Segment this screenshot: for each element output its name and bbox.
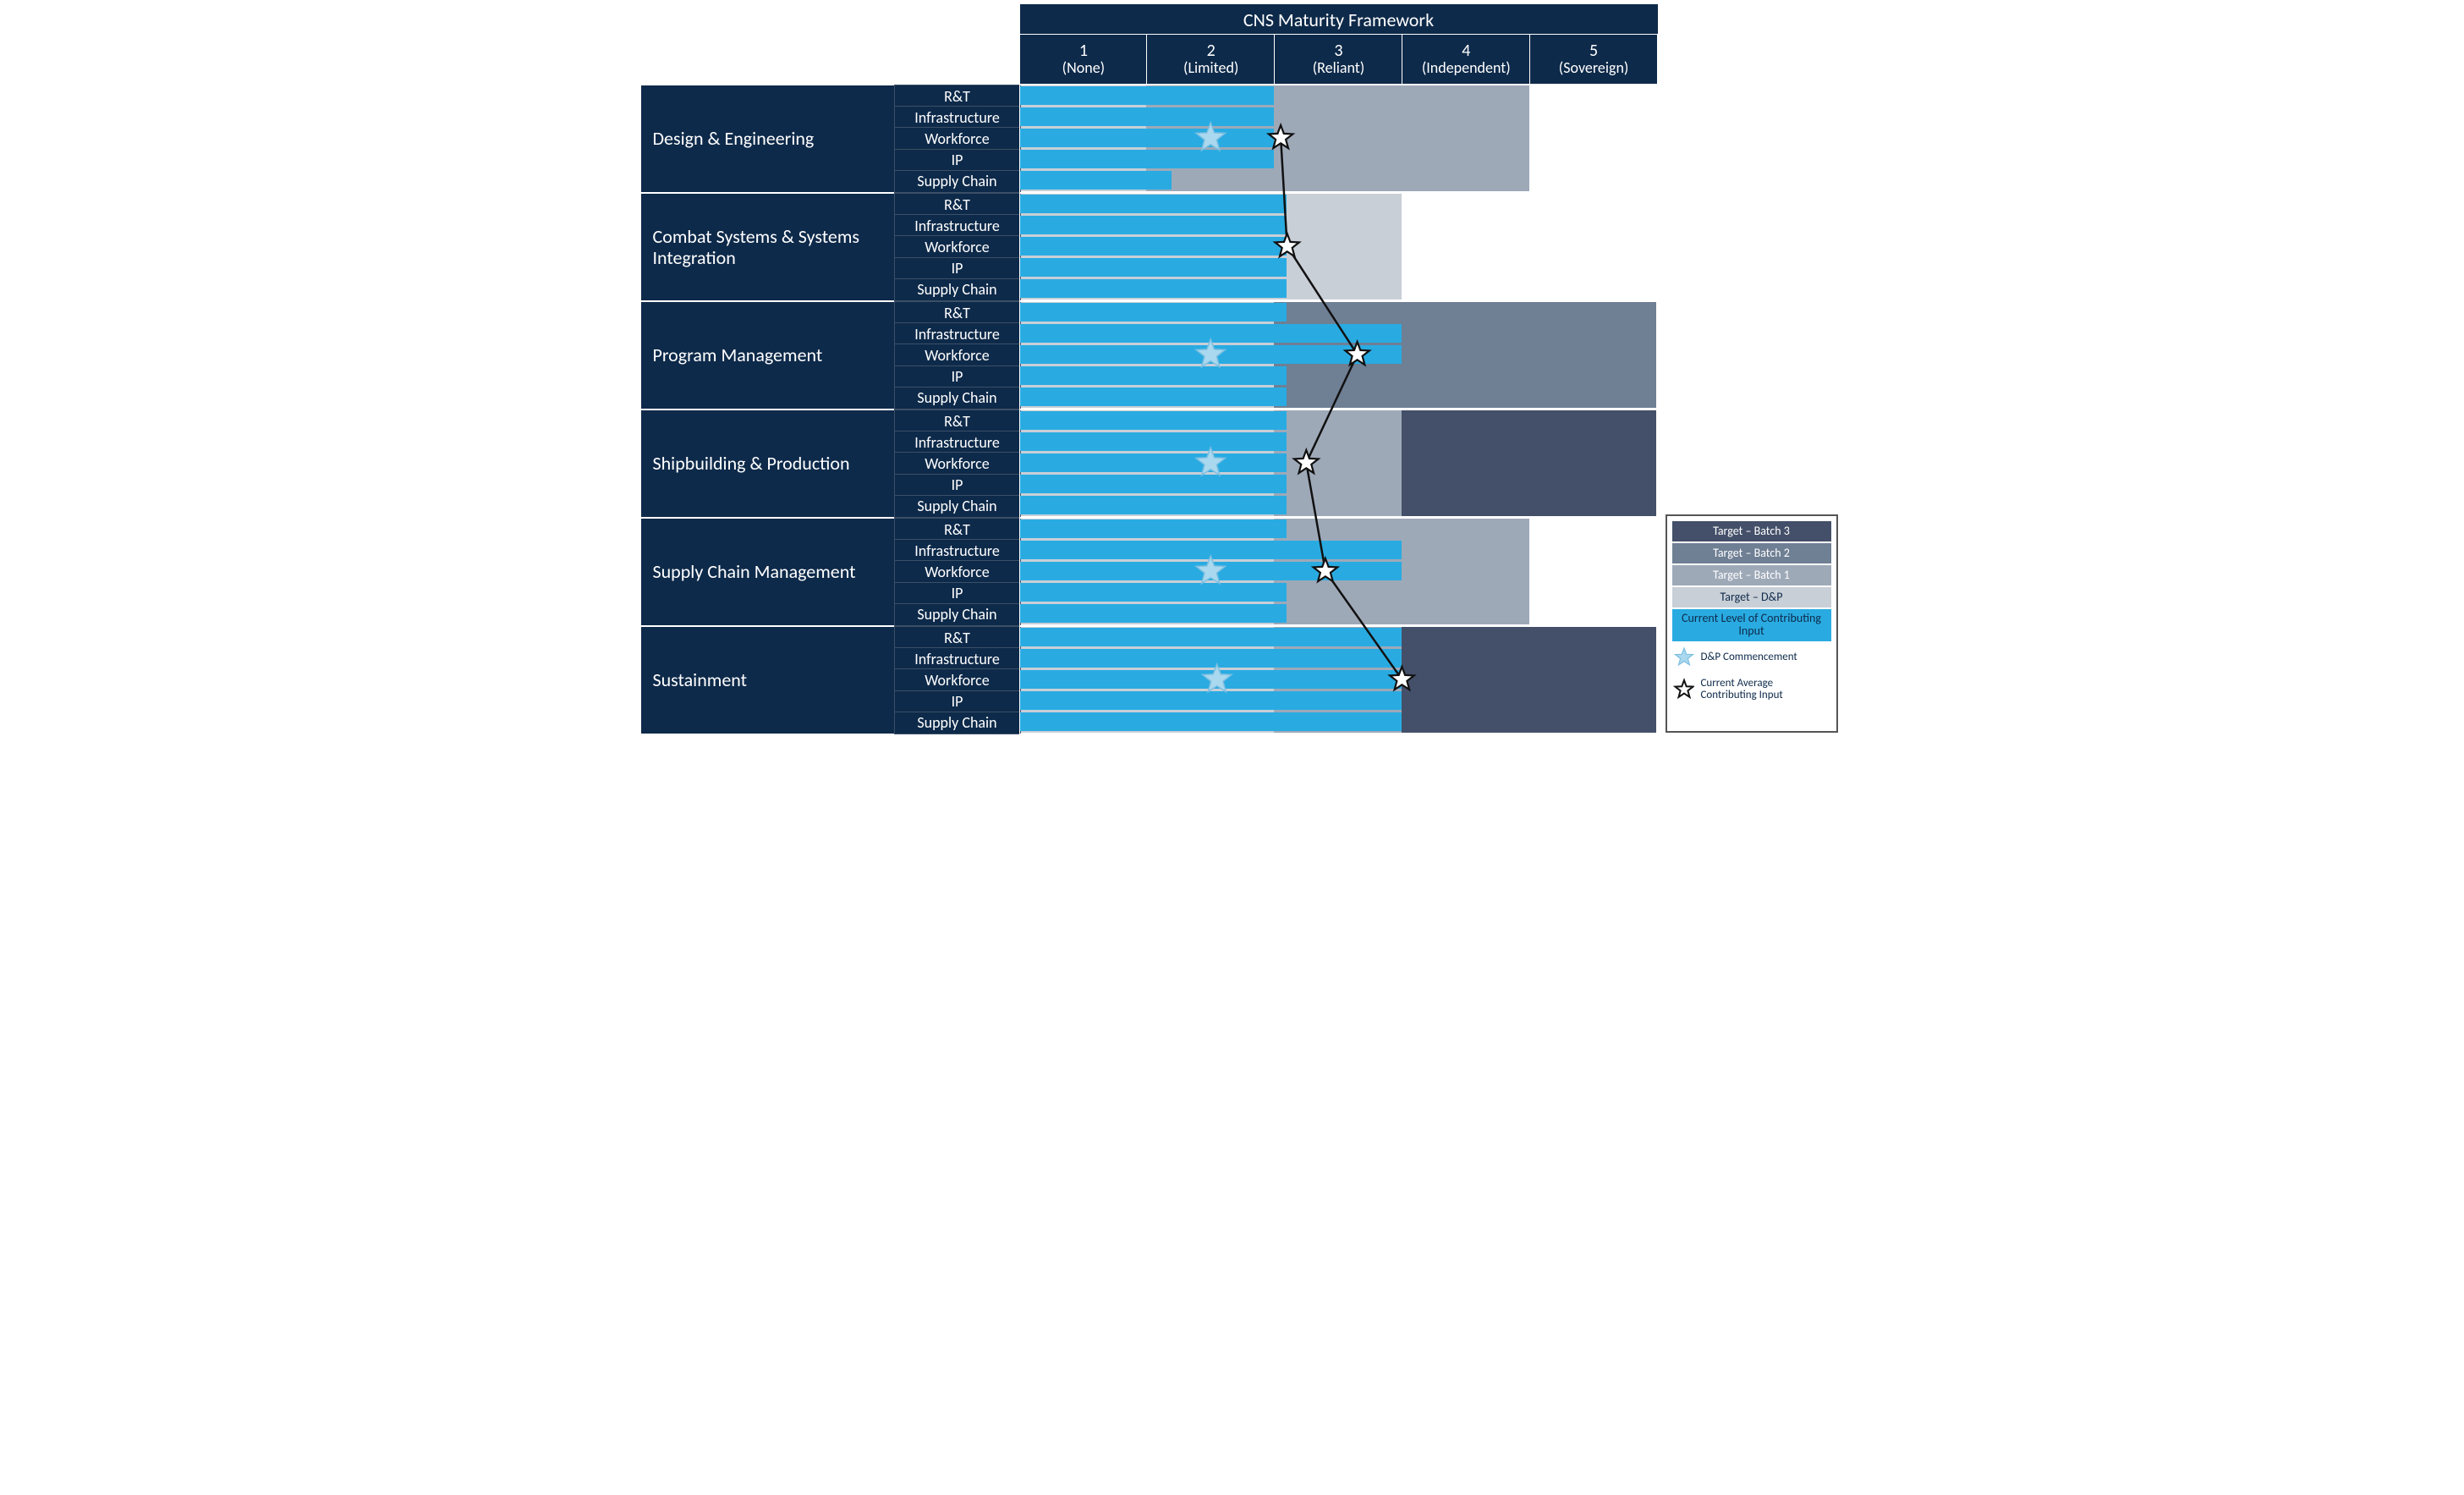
subrow-label: IP	[894, 582, 1021, 605]
subrow-label: Infrastructure	[894, 647, 1021, 670]
target-target_b3	[1402, 409, 1657, 516]
current-level-bar	[1019, 303, 1287, 322]
subrow-label: Workforce	[894, 235, 1021, 258]
current-level-bar	[1019, 279, 1287, 298]
legend-swatch-bar: Current Level of Contributing Input	[1672, 609, 1831, 641]
subrow-label: IP	[894, 366, 1021, 388]
current-level-bar	[1019, 496, 1287, 514]
current-level-bar	[1019, 216, 1287, 234]
category-label: Design & Engineering	[640, 85, 908, 193]
current-level-bar	[1019, 519, 1287, 538]
subrow-label: Infrastructure	[894, 539, 1021, 562]
current-level-bar	[1019, 171, 1172, 190]
subrow-label: Workforce	[894, 452, 1021, 475]
subrow-label: Workforce	[894, 560, 1021, 583]
legend-swatch-target_b2: Target – Batch 2	[1672, 543, 1831, 563]
subrow-label: Supply Chain	[894, 495, 1021, 518]
current-level-bar	[1019, 107, 1275, 126]
header-title: CNS Maturity Framework	[1019, 3, 1659, 36]
current-level-bar	[1019, 345, 1402, 364]
category-label: Shipbuilding & Production	[640, 409, 908, 518]
subrow-label: IP	[894, 149, 1021, 172]
subrow-label: Workforce	[894, 668, 1021, 691]
current-level-bar	[1019, 670, 1402, 689]
current-level-bar	[1019, 562, 1402, 580]
category-label: Combat Systems & Systems Integration	[640, 193, 908, 301]
header-col-1: 1(None)	[1019, 34, 1149, 85]
current-level-bar	[1019, 411, 1287, 430]
subrow-label: R&T	[894, 626, 1021, 649]
current-level-bar	[1019, 258, 1287, 277]
subrow-label: Supply Chain	[894, 712, 1021, 734]
subrow-label: R&T	[894, 193, 1021, 216]
subrow-label: IP	[894, 474, 1021, 497]
legend-swatch-target_b1: Target – Batch 1	[1672, 565, 1831, 585]
subrow-label: Infrastructure	[894, 106, 1021, 129]
subrow-label: Supply Chain	[894, 603, 1021, 626]
subrow-label: IP	[894, 690, 1021, 713]
current-level-bar	[1019, 649, 1402, 668]
header-col-3: 3(Reliant)	[1274, 34, 1403, 85]
subrow-label: R&T	[894, 409, 1021, 432]
category-label: Program Management	[640, 301, 908, 409]
legend-whitestar: Current Average Contributing Input	[1672, 675, 1831, 704]
header-col-5: 5(Sovereign)	[1529, 34, 1659, 85]
header-col-2: 2(Limited)	[1146, 34, 1276, 85]
subrow-label: Infrastructure	[894, 431, 1021, 453]
subrow-label: Supply Chain	[894, 278, 1021, 301]
target-target_b3	[1402, 626, 1657, 733]
legend-swatch-target_dp: Target – D&P	[1672, 587, 1831, 607]
maturity-framework-chart: CNS Maturity Framework1(None)2(Limited)3…	[623, 0, 1841, 740]
current-level-bar	[1019, 150, 1275, 168]
current-level-bar	[1019, 86, 1275, 105]
legend-swatch-target_b3: Target – Batch 3	[1672, 521, 1831, 541]
current-level-bar	[1019, 195, 1287, 213]
current-level-bar	[1019, 712, 1402, 731]
legend-box: Target – Batch 3Target – Batch 2Target –…	[1666, 514, 1838, 733]
subrow-label: R&T	[894, 301, 1021, 324]
subrow-label: Workforce	[894, 127, 1021, 150]
current-level-bar	[1019, 324, 1402, 343]
current-level-bar	[1019, 129, 1275, 147]
current-level-bar	[1019, 604, 1287, 623]
category-label: Supply Chain Management	[640, 518, 908, 626]
subrow-label: IP	[894, 257, 1021, 280]
subrow-label: R&T	[894, 85, 1021, 107]
category-label: Sustainment	[640, 626, 908, 734]
subrow-label: Infrastructure	[894, 322, 1021, 345]
current-level-bar	[1019, 432, 1287, 451]
subrow-label: Supply Chain	[894, 170, 1021, 193]
current-level-bar	[1019, 387, 1287, 406]
legend-lightstar: D&P Commencement	[1672, 643, 1831, 672]
subrow-label: Infrastructure	[894, 214, 1021, 237]
current-level-bar	[1019, 237, 1287, 256]
current-level-bar	[1019, 691, 1402, 710]
subrow-label: Workforce	[894, 344, 1021, 366]
header-col-4: 4(Independent)	[1402, 34, 1531, 85]
current-level-bar	[1019, 453, 1287, 472]
current-level-bar	[1019, 583, 1287, 602]
subrow-label: Supply Chain	[894, 387, 1021, 409]
current-level-bar	[1019, 628, 1402, 646]
current-level-bar	[1019, 366, 1287, 385]
current-level-bar	[1019, 475, 1287, 493]
subrow-label: R&T	[894, 518, 1021, 541]
current-level-bar	[1019, 541, 1402, 559]
